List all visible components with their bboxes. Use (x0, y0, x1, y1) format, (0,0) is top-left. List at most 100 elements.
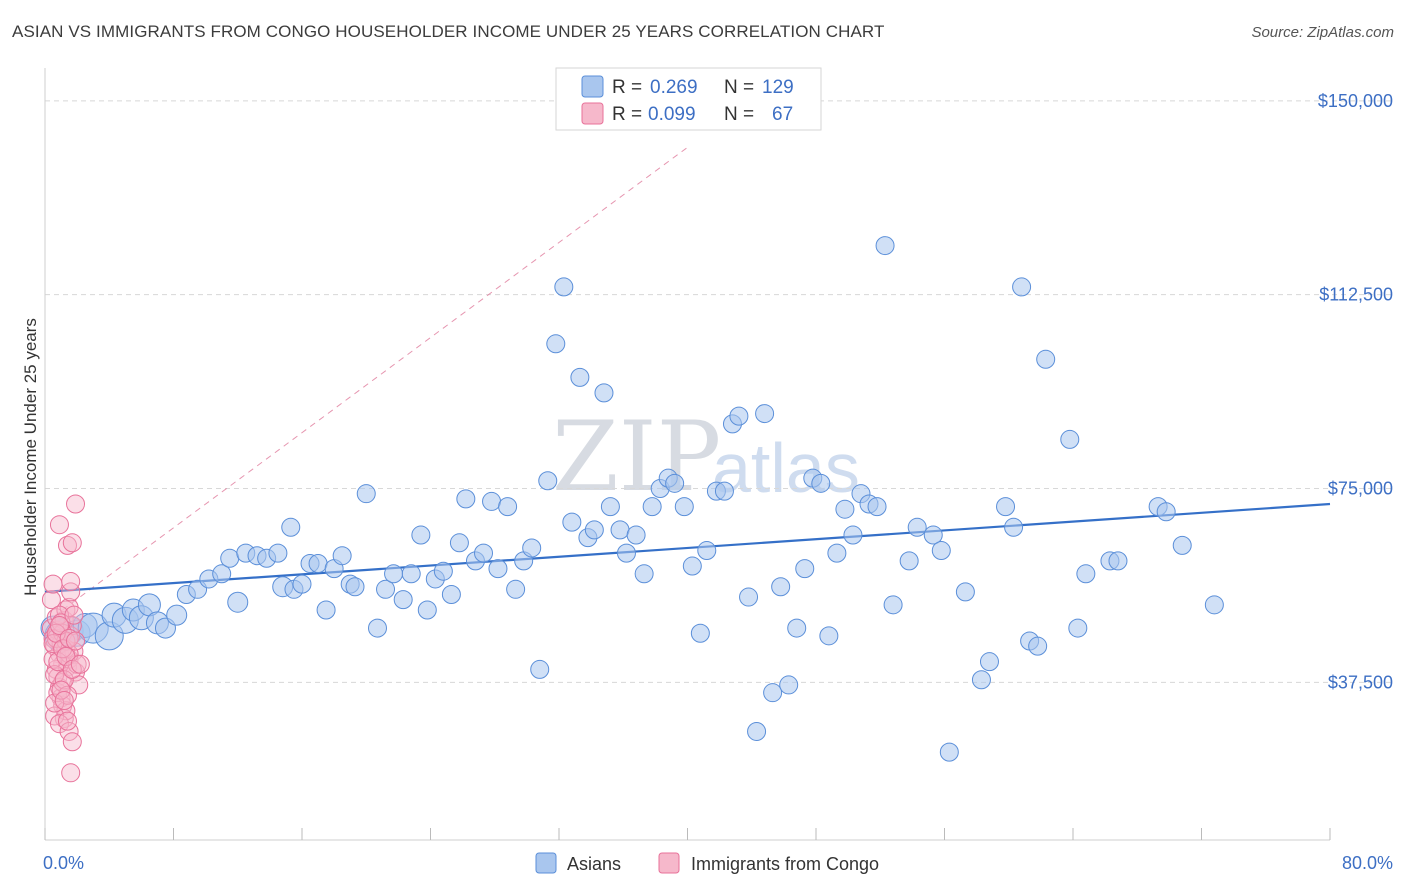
legend-n-value-asians: 129 (762, 77, 794, 98)
scatter-point-asians (690, 623, 710, 643)
scatter-point-asians (474, 543, 494, 563)
legend-r-value-asians: 0.269 (650, 77, 698, 98)
scatter-point-asians (642, 497, 662, 517)
scatter-point-asians (594, 383, 614, 403)
bottom-legend-swatch-congo (658, 852, 680, 874)
scatter-point-congo (49, 714, 69, 734)
scatter-point-asians (1004, 517, 1024, 537)
scatter-point-asians (1076, 564, 1096, 584)
scatter-point-asians (449, 533, 469, 553)
scatter-point-asians (345, 577, 365, 597)
y-tick-label: $112,500 (1319, 285, 1393, 305)
scatter-point-asians (827, 543, 847, 563)
scatter-point-asians (979, 652, 999, 672)
bottom-legend-swatch-asians (535, 852, 557, 874)
scatter-point-congo (57, 535, 77, 555)
scatter-point-asians (1204, 595, 1224, 615)
scatter-point-asians (883, 595, 903, 615)
scatter-point-asians (600, 497, 620, 517)
scatter-point-asians (1156, 502, 1176, 522)
scatter-point-asians (308, 553, 328, 573)
scatter-point-asians (570, 367, 590, 387)
trend-line-congo (44, 146, 688, 624)
scatter-point-asians (384, 564, 404, 584)
legend-r-value-congo: 0.099 (648, 104, 696, 125)
scatter-point-asians (811, 473, 831, 493)
scatter-point-asians (729, 406, 749, 426)
scatter-point-asians (227, 591, 249, 613)
scatter-point-congo (49, 605, 69, 625)
scatter-point-asians (417, 600, 437, 620)
watermark-zip: ZIP (552, 401, 721, 513)
scatter-point-asians (488, 559, 508, 579)
scatter-point-asians (739, 587, 759, 607)
scatter-point-asians (616, 543, 636, 563)
scatter-point-asians (530, 659, 550, 679)
grid-layer (45, 100, 1395, 683)
scatter-point-congo (62, 533, 82, 553)
scatter-point-asians (1068, 618, 1088, 638)
scatter-point-congo (54, 690, 74, 710)
legend-r-label-congo: R = (612, 104, 642, 125)
scatter-point-congo (61, 582, 81, 602)
scatter-point-congo (61, 572, 81, 592)
scatter-point-asians (538, 471, 558, 491)
scatter-point-asians (971, 670, 991, 690)
scatter-point-asians (1036, 349, 1056, 369)
scatter-point-asians (212, 564, 232, 584)
scatter-point-asians (292, 574, 312, 594)
scatter-point-asians (506, 579, 526, 599)
scatter-point-asians (996, 497, 1016, 517)
scatter-point-asians (393, 590, 413, 610)
scatter-point-asians (1012, 277, 1032, 297)
scatter-point-congo (64, 605, 84, 625)
legend-n-label-asians: N = (724, 77, 754, 98)
scatter-point-asians (682, 556, 702, 576)
scatter-point-asians (665, 473, 685, 493)
legend-swatch-congo (581, 102, 604, 125)
scatter-point-congo (54, 670, 74, 690)
scatter-point-asians (747, 721, 767, 741)
scatter-point-asians (923, 525, 943, 545)
scatter-point-asians (899, 551, 919, 571)
scatter-point-asians (875, 236, 895, 256)
scatter-point-asians (843, 525, 863, 545)
axes-layer (44, 68, 1331, 841)
scatter-point-asians (714, 481, 734, 501)
scatter-point-asians (634, 564, 654, 584)
scatter-point-congo (66, 631, 86, 651)
x-tick-label-max: 80.0% (1342, 853, 1393, 873)
scatter-point-asians (819, 626, 839, 646)
chart-title: ASIAN VS IMMIGRANTS FROM CONGO HOUSEHOLD… (12, 22, 885, 41)
y-tick-label: $150,000 (1318, 91, 1393, 111)
scatter-point-asians (763, 683, 783, 703)
scatter-point-asians (1108, 551, 1128, 571)
scatter-point-asians (268, 543, 288, 563)
scatter-point-asians (787, 618, 807, 638)
scatter-point-asians (220, 548, 240, 568)
scatter-point-asians (554, 277, 574, 297)
scatter-point-congo (61, 763, 81, 783)
scatter-point-asians (755, 404, 775, 424)
scatter-point-asians (498, 497, 518, 517)
y-tick-label: $75,000 (1328, 479, 1393, 499)
trend-layer (44, 146, 1331, 624)
scatter-point-asians (411, 525, 431, 545)
scatter-point-asians (1060, 429, 1080, 449)
bottom-legend-label-asians: Asians (567, 854, 621, 874)
x-tick-label-min: 0.0% (43, 853, 84, 873)
points-layer (40, 236, 1224, 783)
scatter-point-asians (356, 484, 376, 504)
scatter-point-asians (546, 334, 566, 354)
scatter-point-asians (779, 675, 799, 695)
scatter-point-asians (955, 582, 975, 602)
scatter-point-asians (562, 512, 582, 532)
scatter-point-asians (626, 525, 646, 545)
scatter-point-asians (1028, 636, 1048, 656)
scatter-point-asians (433, 561, 453, 581)
y-tick-label: $37,500 (1328, 672, 1393, 692)
scatter-point-asians (1172, 535, 1192, 555)
scatter-point-congo (49, 615, 69, 635)
scatter-point-congo (49, 515, 69, 535)
